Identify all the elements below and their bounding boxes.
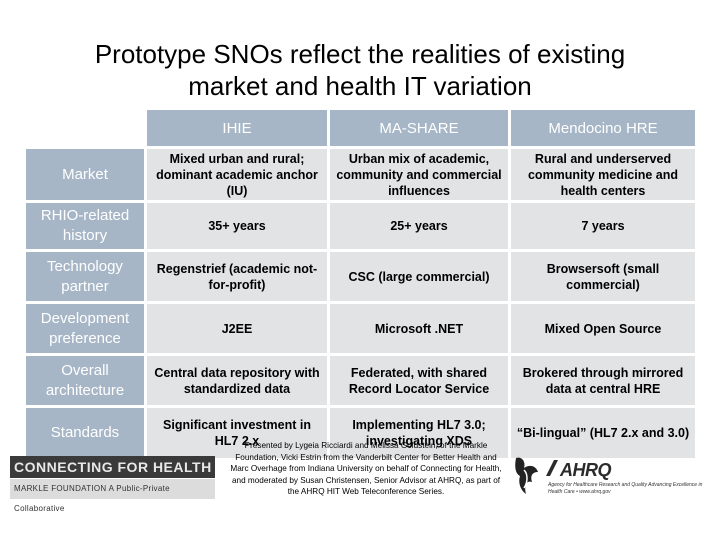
ahrq-logo-subtitle: Agency for Healthcare Research and Quali… [548,482,703,495]
column-header-ihie: IHIE [147,110,327,146]
table-cell: Implementing HL7 3.0; investigating XDS [330,408,508,458]
row-label-market: Market [26,149,144,200]
ahrq-swoosh-icon [546,460,558,476]
row-label-standards: Standards [26,408,144,458]
table-cell: 7 years [511,203,695,249]
table-cell: “Bi-lingual” (HL7 2.x and 3.0) [511,408,695,458]
table-cell: Brokered through mirrored data at centra… [511,356,695,405]
ahrq-logo: AHRQ Agency for Healthcare Research and … [546,458,712,502]
table-cell: Regenstrief (academic not-for-profit) [147,252,327,301]
table-cell: Urban mix of academic, community and com… [330,149,508,200]
table-cell: Federated, with shared Record Locator Se… [330,356,508,405]
table-cell: Central data repository with standardize… [147,356,327,405]
ahrq-logo-word: AHRQ [560,460,612,480]
row-label-development-preference: Development preference [26,304,144,353]
title-line-2: market and health IT variation [188,71,532,101]
presenter-credits: Presented by Lygeia Ricciardi and Meliss… [230,441,502,496]
cfh-logo-name: CONNECTING FOR HEALTH [10,456,215,478]
table-cell: Browsersoft (small commercial) [511,252,695,301]
column-header-mendocino: Mendocino HRE [511,110,695,146]
table-cell: Rural and underserved community medicine… [511,149,695,200]
table-cell: Microsoft .NET [330,304,508,353]
table-cell: CSC (large commercial) [330,252,508,301]
table-cell: Mixed Open Source [511,304,695,353]
hhs-eagle-icon [515,457,538,494]
corner-cell [26,110,144,146]
connecting-for-health-logo: CONNECTING FOR HEALTH MARKLE FOUNDATION … [10,456,215,513]
table-cell: 25+ years [330,203,508,249]
cfh-logo-subtitle: MARKLE FOUNDATION A Public-Private Colla… [10,479,215,513]
table-cell: J2EE [147,304,327,353]
slide-title: Prototype SNOs reflect the realities of … [20,38,700,102]
row-label-technology-partner: Technology partner [26,252,144,301]
row-label-rhio-history: RHIO-related history [26,203,144,249]
row-label-overall-architecture: Overall architecture [26,356,144,405]
table-cell: 35+ years [147,203,327,249]
comparison-table: IHIE MA-SHARE Mendocino HRE Market Mixed… [26,110,695,458]
column-header-ma-share: MA-SHARE [330,110,508,146]
table-cell: Significant investment in HL7 2.x [147,408,327,458]
title-line-1: Prototype SNOs reflect the realities of … [94,39,626,69]
table-cell: Mixed urban and rural; dominant academic… [147,149,327,200]
